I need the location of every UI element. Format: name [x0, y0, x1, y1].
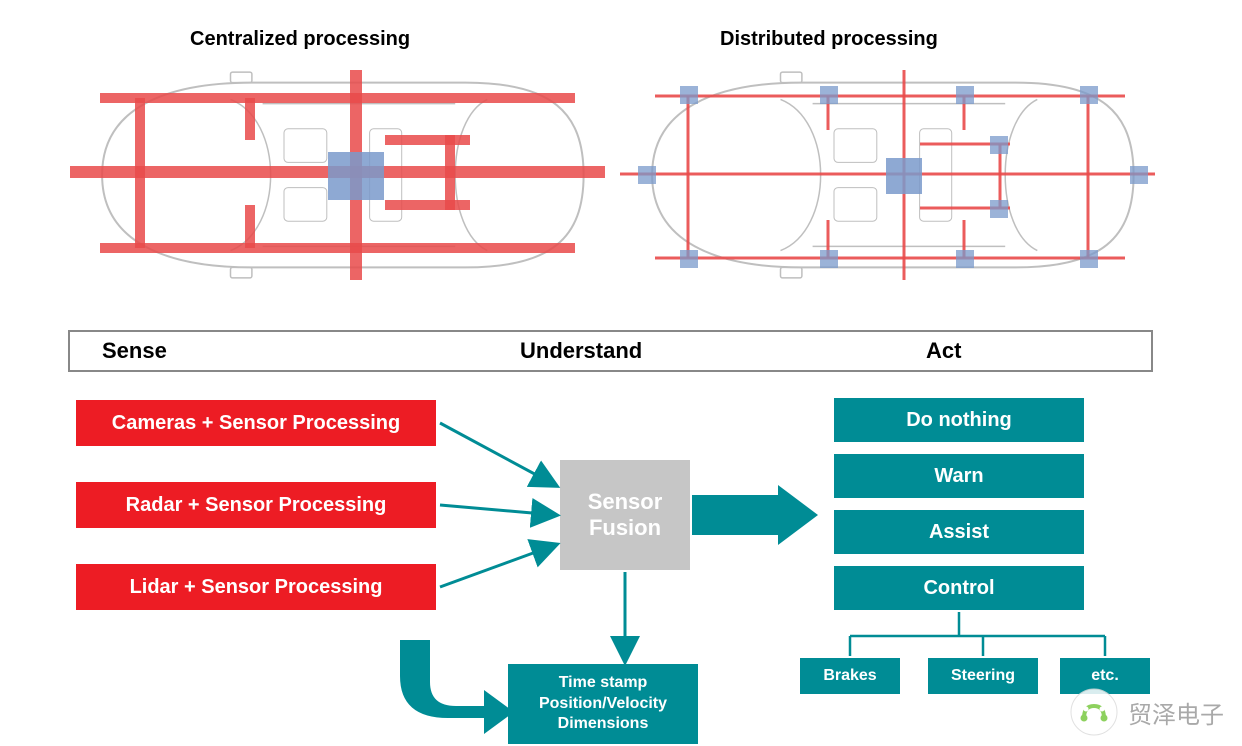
info-arrow-label: Info: [414, 694, 474, 715]
actions-arrow-label: Actions: [706, 505, 796, 526]
info-details-box: Time stamp Position/Velocity Dimensions: [508, 664, 698, 744]
info-line-timestamp: Time stamp: [559, 673, 648, 694]
sense-lidar: Lidar + Sensor Processing: [76, 564, 436, 610]
phase-understand: Understand: [520, 338, 642, 364]
watermark-icon: [1070, 688, 1118, 736]
title-centralized: Centralized processing: [190, 28, 410, 51]
info-line-position: Position/Velocity: [539, 694, 667, 715]
action-warn: Warn: [834, 454, 1084, 498]
phase-header-bar: Sense Understand Act: [68, 330, 1153, 372]
car-diagram-centralized: [70, 70, 605, 280]
control-brakes: Brakes: [800, 658, 900, 694]
action-control: Control: [834, 566, 1084, 610]
info-line-dimensions: Dimensions: [558, 714, 649, 735]
control-steering: Steering: [928, 658, 1038, 694]
title-distributed: Distributed processing: [720, 28, 938, 51]
sensor-fusion-box: Sensor Fusion: [560, 460, 690, 570]
sense-radar: Radar + Sensor Processing: [76, 482, 436, 528]
action-assist: Assist: [834, 510, 1084, 554]
car-diagram-distributed: [620, 70, 1155, 280]
action-do-nothing: Do nothing: [834, 398, 1084, 442]
phase-sense: Sense: [102, 338, 167, 364]
sense-cameras: Cameras + Sensor Processing: [76, 400, 436, 446]
watermark-text: 贸泽电子: [1128, 695, 1224, 730]
phase-act: Act: [926, 338, 961, 364]
watermark: 贸泽电子: [1070, 688, 1224, 736]
